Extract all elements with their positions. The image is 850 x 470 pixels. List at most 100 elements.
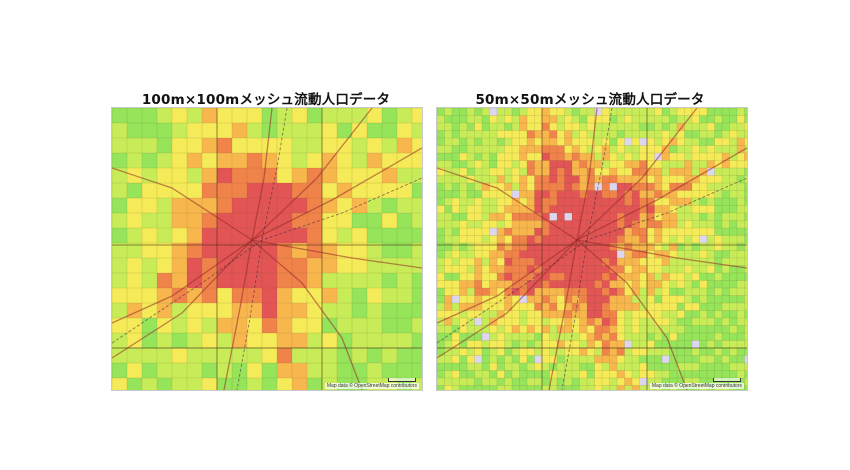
mesh-cell (157, 363, 172, 378)
mesh-cell (307, 333, 322, 348)
mesh-cell (277, 213, 292, 228)
mesh-cell (444, 348, 452, 356)
mesh-cell (382, 288, 397, 303)
mesh-cell (579, 325, 587, 333)
mesh-cell (534, 205, 542, 213)
mesh-cell (707, 355, 715, 363)
mesh-cell (714, 145, 722, 153)
mesh-cell (632, 385, 640, 390)
mesh-cell (707, 370, 715, 378)
mesh-cell (669, 378, 677, 386)
mesh-cell (382, 348, 397, 363)
mesh-cell (632, 273, 640, 281)
mesh-cell (474, 228, 482, 236)
mesh-cell (587, 115, 595, 123)
mesh-cell (714, 243, 722, 251)
mesh-cell (602, 258, 610, 266)
mesh-cell (412, 168, 422, 183)
mesh-cell (669, 250, 677, 258)
mesh-cell (437, 303, 445, 311)
mesh-cell (504, 190, 512, 198)
mesh-cell (669, 153, 677, 161)
mesh-cell (602, 183, 610, 191)
mesh-cell (534, 325, 542, 333)
mesh-cell (549, 303, 557, 311)
mesh-cell (654, 258, 662, 266)
mesh-cell (684, 363, 692, 371)
mesh-cell (459, 243, 467, 251)
mesh-cell (112, 183, 127, 198)
mesh-cell (729, 235, 737, 243)
mesh-cell (437, 265, 445, 273)
mesh-cell (722, 168, 730, 176)
mesh-cell (437, 355, 445, 363)
mesh-cell (609, 168, 617, 176)
mesh-cell (662, 145, 670, 153)
mesh-cell (669, 160, 677, 168)
mesh-cell (602, 168, 610, 176)
mesh-cell (512, 183, 520, 191)
mesh-cell (609, 385, 617, 390)
mesh-cell (617, 273, 625, 281)
heatmap-100m[interactable]: Map data © OpenStreetMap contributors (111, 107, 423, 391)
mesh-cell (519, 318, 527, 326)
mesh-cell (654, 175, 662, 183)
mesh-cell (572, 190, 580, 198)
mesh-cell (474, 175, 482, 183)
mesh-cell (744, 153, 747, 161)
mesh-cell (497, 123, 505, 131)
mesh-cell (699, 340, 707, 348)
mesh-cell (632, 145, 640, 153)
mesh-cell (602, 340, 610, 348)
mesh-cell (542, 123, 550, 131)
mesh-cell (737, 235, 745, 243)
mesh-cell (564, 295, 572, 303)
mesh-cell (669, 168, 677, 176)
mesh-cell (684, 138, 692, 146)
mesh-cell (654, 370, 662, 378)
mesh-cell (247, 108, 262, 123)
mesh-cell (459, 385, 467, 390)
mesh-cell (412, 153, 422, 168)
mesh-cell (397, 153, 412, 168)
mesh-cell (579, 273, 587, 281)
mesh-cell (482, 153, 490, 161)
heatmap-50m[interactable]: Map data © OpenStreetMap contributors (436, 107, 748, 391)
mesh-cell (549, 378, 557, 386)
mesh-cell (594, 205, 602, 213)
mesh-cell (474, 340, 482, 348)
mesh-cell (497, 273, 505, 281)
mesh-cell (729, 220, 737, 228)
empty-mesh-cell (594, 108, 602, 116)
mesh-cell (684, 168, 692, 176)
mesh-cell (504, 235, 512, 243)
mesh-cell (572, 288, 580, 296)
mesh-cell (437, 273, 445, 281)
mesh-cell (127, 378, 142, 390)
mesh-cell (437, 198, 445, 206)
mesh-cell (707, 145, 715, 153)
mesh-cell (504, 273, 512, 281)
mesh-cell (624, 295, 632, 303)
mesh-cell (322, 138, 337, 153)
mesh-cell (639, 235, 647, 243)
mesh-cell (512, 123, 520, 131)
mesh-cell (352, 258, 367, 273)
mesh-cell (617, 370, 625, 378)
mesh-cell (497, 355, 505, 363)
mesh-cell (594, 213, 602, 221)
mesh-cell (572, 378, 580, 386)
mesh-cell (459, 153, 467, 161)
mesh-cell (549, 168, 557, 176)
mesh-cell (452, 250, 460, 258)
mesh-cell (602, 370, 610, 378)
mesh-cell (519, 235, 527, 243)
mesh-cell (639, 325, 647, 333)
empty-mesh-cell (639, 378, 647, 386)
mesh-cell (669, 258, 677, 266)
empty-mesh-cell (662, 355, 670, 363)
mesh-cell (382, 333, 397, 348)
mesh-cell (482, 288, 490, 296)
mesh-cell (647, 175, 655, 183)
mesh-cell (557, 145, 565, 153)
